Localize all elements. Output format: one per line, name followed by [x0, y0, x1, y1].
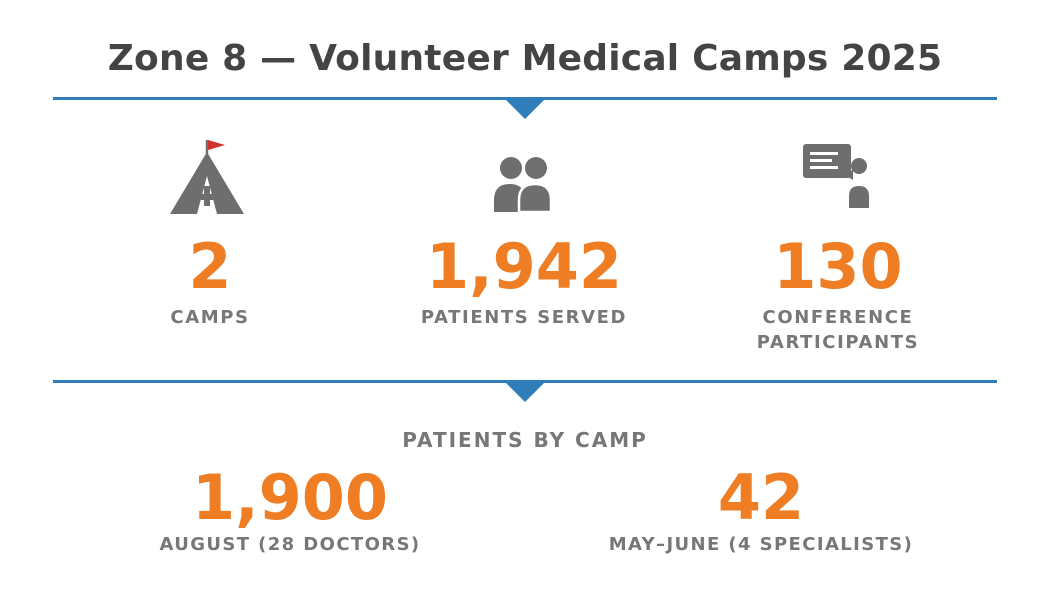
stat-patients-label: PATIENTS SERVED — [420, 307, 628, 328]
camp-may-june-value: 42 — [717, 461, 805, 534]
divider-line — [53, 97, 997, 100]
presenter-icon — [688, 130, 988, 220]
camp-august-value: 1,900 — [191, 461, 389, 534]
people-icon — [374, 130, 674, 220]
camp-august-label: AUGUST (28 DOCTORS) — [159, 534, 421, 555]
stat-conference-label: CONFERENCE PARTICIPANTS — [756, 307, 920, 353]
tent-icon — [60, 130, 360, 220]
divider-top — [53, 97, 997, 119]
section-title: PATIENTS BY CAMP — [402, 428, 648, 452]
camp-august: 1,900 AUGUST (28 DOCTORS) — [80, 462, 500, 556]
stat-camps-value: 2 — [188, 230, 232, 303]
stat-camps-label: CAMPS — [170, 307, 250, 328]
divider-bottom — [53, 380, 997, 402]
stat-patients: 1,942 PATIENTS SERVED — [374, 130, 674, 330]
stat-conference-value: 130 — [773, 230, 903, 303]
camp-may-june: 42 MAY–JUNE (4 SPECIALISTS) — [551, 462, 971, 556]
divider-notch — [505, 99, 545, 119]
stat-conference: 130 CONFERENCE PARTICIPANTS — [688, 130, 988, 355]
divider-line — [53, 380, 997, 383]
page-title: Zone 8 — Volunteer Medical Camps 2025 — [107, 38, 943, 79]
stat-patients-value: 1,942 — [425, 230, 623, 303]
divider-notch — [505, 382, 545, 402]
stat-camps: 2 CAMPS — [60, 130, 360, 330]
camp-may-june-label: MAY–JUNE (4 SPECIALISTS) — [608, 534, 914, 555]
